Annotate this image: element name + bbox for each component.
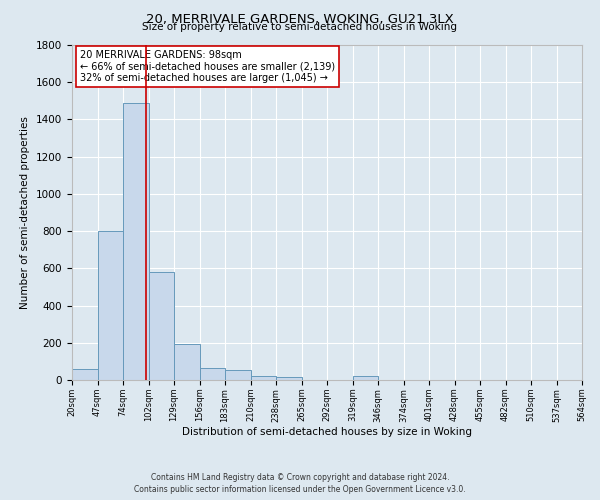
Text: 20 MERRIVALE GARDENS: 98sqm
← 66% of semi-detached houses are smaller (2,139)
32: 20 MERRIVALE GARDENS: 98sqm ← 66% of sem… <box>80 50 335 83</box>
Text: Contains HM Land Registry data © Crown copyright and database right 2024.
Contai: Contains HM Land Registry data © Crown c… <box>134 472 466 494</box>
Bar <box>97 231 123 380</box>
Bar <box>353 376 378 380</box>
Text: 20, MERRIVALE GARDENS, WOKING, GU21 3LX: 20, MERRIVALE GARDENS, WOKING, GU21 3LX <box>146 12 454 26</box>
Bar <box>276 377 302 380</box>
X-axis label: Distribution of semi-detached houses by size in Woking: Distribution of semi-detached houses by … <box>182 427 472 437</box>
Bar <box>225 370 251 380</box>
Text: Size of property relative to semi-detached houses in Woking: Size of property relative to semi-detach… <box>143 22 458 32</box>
Bar <box>174 344 199 380</box>
Bar <box>123 102 149 380</box>
Y-axis label: Number of semi-detached properties: Number of semi-detached properties <box>20 116 31 309</box>
Bar <box>200 368 225 380</box>
Bar <box>149 272 174 380</box>
Bar <box>251 376 276 380</box>
Bar <box>72 369 97 380</box>
